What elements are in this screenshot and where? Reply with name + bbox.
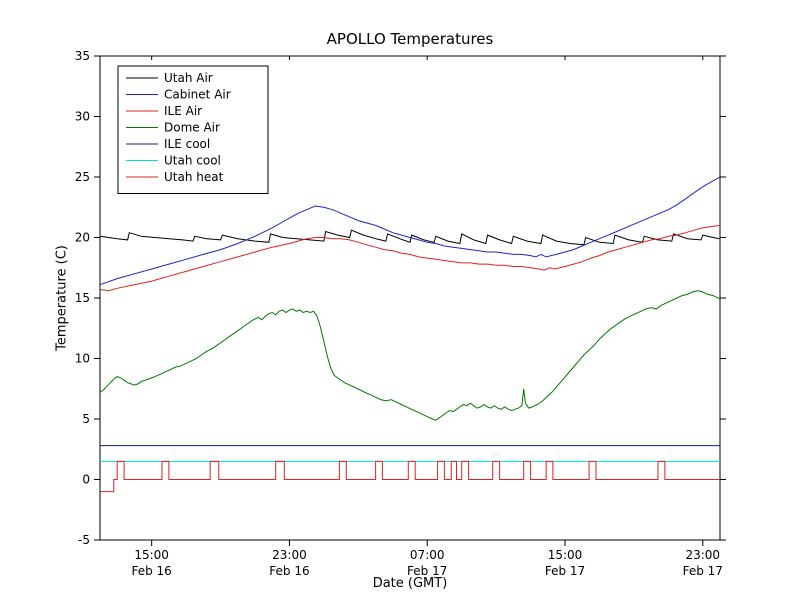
y-tick-label: 20 [75, 231, 90, 245]
series-cabinet-air [99, 176, 721, 286]
y-tick-label: 35 [75, 49, 90, 63]
series-ile-air [99, 224, 721, 292]
x-axis-title: Date (GMT) [372, 576, 448, 591]
x-tick-date: Feb 16 [131, 564, 171, 578]
y-tick-label: 0 [82, 473, 90, 487]
series-dome-air [99, 290, 721, 421]
x-tick-time: 15:00 [134, 548, 169, 562]
x-tick-time: 07:00 [410, 548, 445, 562]
x-tick-time: 23:00 [685, 548, 720, 562]
chart-title: APOLLO Temperatures [326, 30, 494, 48]
x-tick-time: 15:00 [548, 548, 583, 562]
legend-label-utah-air: Utah Air [164, 71, 213, 85]
series-utah-heat [100, 460, 720, 493]
legend-label-ile-air: ILE Air [164, 104, 202, 118]
y-tick-label: -5 [78, 533, 90, 547]
y-tick-label: 10 [75, 352, 90, 366]
legend-box [117, 65, 269, 194]
series-utah-air [99, 229, 721, 246]
legend-label-utah-heat: Utah heat [164, 170, 224, 184]
x-tick-time: 23:00 [272, 548, 307, 562]
y-tick-label: 30 [75, 110, 90, 124]
y-tick-label: 5 [82, 412, 90, 426]
y-axis-title: Temperature (C) [54, 245, 70, 351]
legend-label-dome-air: Dome Air [164, 121, 220, 135]
x-tick-date: Feb 16 [269, 564, 309, 578]
x-tick-date: Feb 17 [683, 564, 723, 578]
y-tick-label: 15 [75, 291, 90, 305]
x-tick-date: Feb 17 [407, 564, 447, 578]
legend-label-utah-cool: Utah cool [164, 154, 221, 168]
x-tick-date: Feb 17 [545, 564, 585, 578]
y-tick-label: 25 [75, 170, 90, 184]
legend-label-ile-cool: ILE cool [164, 137, 210, 151]
legend-label-cabinet-air: Cabinet Air [164, 88, 231, 102]
